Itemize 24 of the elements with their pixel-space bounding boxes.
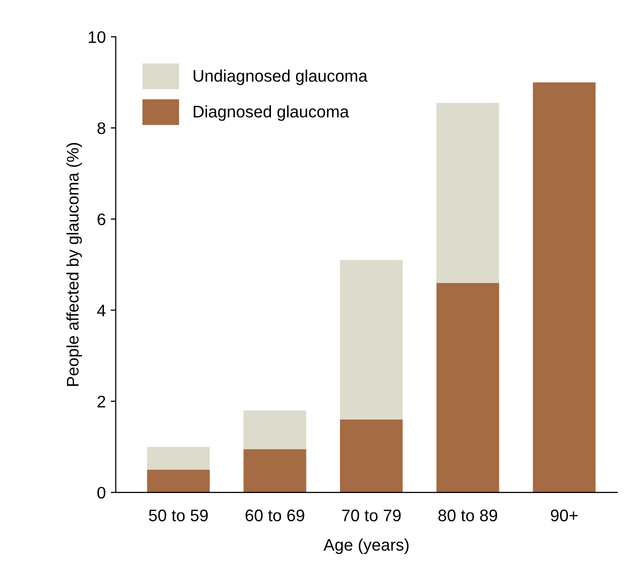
x-tick-label: 60 to 69 bbox=[246, 510, 304, 522]
bar bbox=[436, 102, 500, 283]
bar bbox=[147, 446, 210, 470]
y-tick-label: 2 bbox=[98, 396, 106, 408]
bar bbox=[147, 470, 210, 492]
y-tick-label: 10 bbox=[88, 31, 106, 43]
x-tick-label: 90+ bbox=[550, 510, 578, 522]
bar bbox=[436, 282, 500, 492]
x-tick-label: 70 to 79 bbox=[342, 510, 401, 522]
y-tick-label: 4 bbox=[97, 304, 106, 316]
y-tick-label: 8 bbox=[97, 122, 106, 134]
legend-label: Undiagnosed glaucoma bbox=[194, 70, 368, 86]
y-axis-title: People affected by glaucoma (%) bbox=[66, 143, 82, 386]
bar bbox=[340, 260, 403, 420]
x-tick-label: 80 to 89 bbox=[438, 510, 498, 522]
bar bbox=[244, 449, 306, 492]
legend-label: Diagnosed glaucoma bbox=[194, 105, 349, 121]
y-tick-label: 6 bbox=[98, 213, 106, 226]
y-tick-label: 0 bbox=[97, 486, 106, 499]
x-tick-label: 50 to 59 bbox=[148, 510, 208, 522]
x-axis-title: Age (years) bbox=[323, 538, 409, 554]
bar bbox=[340, 420, 403, 492]
bar bbox=[244, 410, 306, 450]
bar bbox=[532, 82, 596, 492]
